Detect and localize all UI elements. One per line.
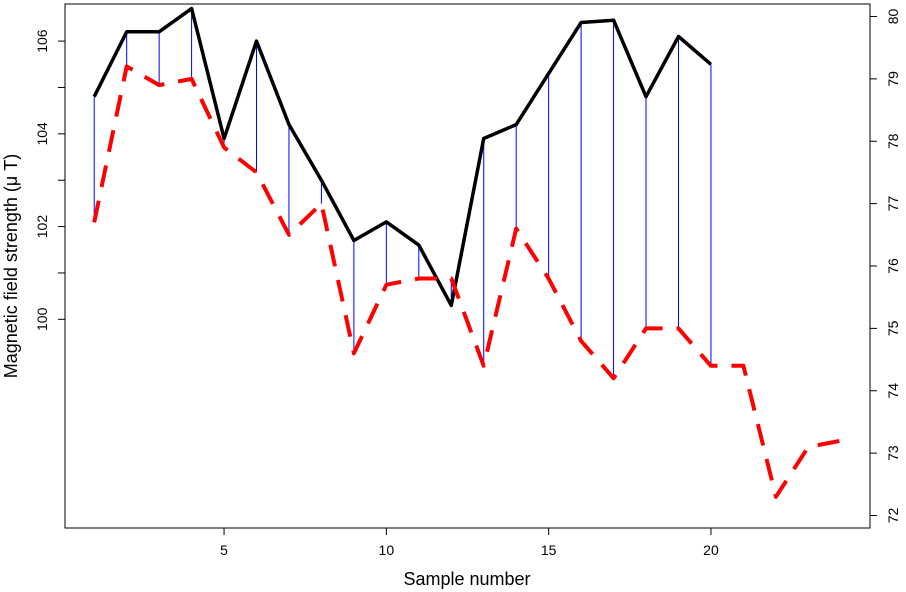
x-tick-label: 5 [220,542,228,558]
connector-lines [93,8,712,379]
y-left-tick-label: 100 [34,307,50,331]
series-line-dashed [92,64,842,499]
y-right-tick-label: 73 [885,445,901,461]
y-right-tick-label: 77 [885,196,901,212]
y-left-tick-label: 102 [34,215,50,239]
x-tick-label: 15 [541,542,557,558]
series-lines [92,6,842,499]
x-tick-label: 10 [379,542,395,558]
y-axis-title: Magnetic field strength (μ T) [1,154,21,378]
y-right-tick-label: 74 [885,383,901,399]
x-axis-title: Sample number [403,569,530,589]
y-right-tick-label: 76 [885,258,901,274]
x-axis: 5 10 15 20 [220,527,719,558]
plot-frame [64,3,871,529]
y-right-tick-label: 80 [885,8,901,24]
x-tick-label: 20 [703,542,719,558]
y-right-tick-label: 78 [885,133,901,149]
y-left-tick-label: 104 [34,122,50,146]
y-left-axis: 100 102 104 106 [34,29,66,331]
y-right-axis: 72 73 74 75 76 77 78 79 80 [869,8,901,524]
y-right-tick-label: 75 [885,320,901,336]
y-right-tick-label: 79 [885,71,901,87]
y-left-tick-label: 106 [34,29,50,53]
y-right-tick-label: 72 [885,508,901,524]
series-line-solid [92,6,713,308]
